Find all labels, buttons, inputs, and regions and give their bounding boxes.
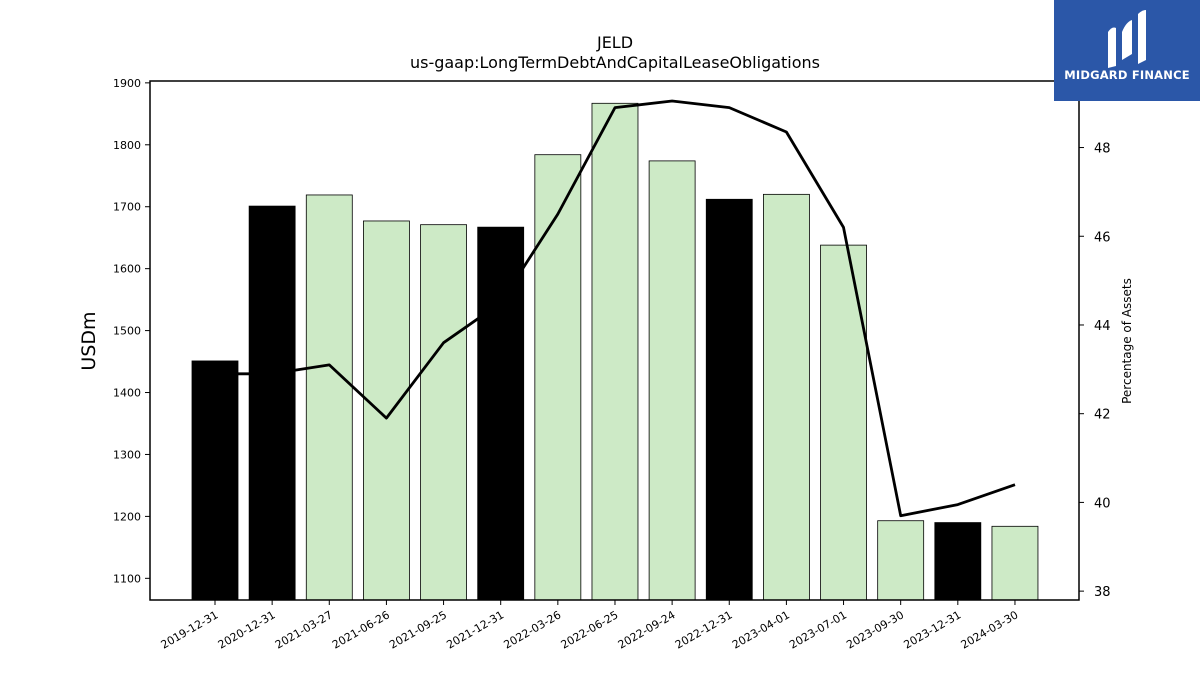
bar-2022-06-25	[591, 102, 639, 601]
y2-axis-title: Percentage of Assets	[1120, 278, 1134, 404]
y-tick-label: 1300	[113, 448, 141, 461]
x-tick-label: 2023-09-30	[844, 608, 906, 651]
y-tick-label: 1400	[113, 387, 141, 400]
x-tick-label: 2020-12-31	[216, 608, 278, 651]
bars-group	[191, 102, 1039, 601]
x-tick-label: 2024-03-30	[959, 608, 1021, 651]
x-tick-label: 2023-07-01	[787, 608, 849, 651]
x-tick-label: 2021-09-25	[387, 608, 449, 651]
x-tick-label: 2023-12-31	[901, 608, 963, 651]
x-tick-label: 2023-04-01	[730, 608, 792, 651]
right-axis-ticks: 38 40 42 44 46 48	[1079, 142, 1111, 600]
bar-2022-09-24	[648, 160, 696, 601]
x-tick-label: 2021-03-27	[273, 608, 335, 651]
x-tick-label: 2022-06-25	[559, 608, 621, 651]
logo-text: MIDGARD FINANCE	[1064, 68, 1190, 82]
y-tick-label: 1800	[113, 139, 141, 152]
y-axis-title: USDm	[78, 311, 100, 370]
y-tick-label: 1700	[113, 201, 141, 214]
chart-subtitle: us-gaap:LongTermDebtAndCapitalLeaseOblig…	[410, 53, 820, 72]
x-tick-label: 2022-03-26	[501, 608, 563, 651]
bar-2023-12-31	[934, 522, 982, 601]
bar-2021-12-31	[477, 226, 525, 601]
y2-tick-label: 48	[1094, 142, 1111, 157]
brand-logo: MIDGARD FINANCE	[1054, 0, 1200, 101]
bar-2021-03-27	[305, 194, 353, 601]
y2-tick-label: 38	[1094, 585, 1111, 600]
y-tick-label: 1100	[113, 572, 141, 585]
y2-tick-label: 40	[1094, 496, 1111, 511]
bar-2022-12-31	[705, 198, 753, 601]
x-tick-label: 2019-12-31	[159, 608, 221, 651]
logo-mark-icon	[1108, 10, 1146, 68]
percentage-line	[215, 99, 1016, 518]
bar-2019-12-31	[191, 360, 239, 601]
bar-2024-03-30	[991, 525, 1039, 601]
y-tick-label: 1200	[113, 510, 141, 523]
y2-tick-label: 46	[1094, 230, 1111, 245]
line-layer	[215, 99, 1016, 518]
x-tick-label: 2022-09-24	[616, 608, 678, 651]
y2-tick-label: 42	[1094, 408, 1111, 423]
y-tick-label: 1500	[113, 325, 141, 338]
chart-title: JELD	[596, 33, 633, 52]
bar-2021-09-25	[420, 224, 467, 601]
left-axis-ticks: 1100 1200 1300 1400 1500 1600 1700 1800 1900	[113, 77, 150, 585]
bar-2020-12-31	[248, 205, 296, 601]
bar-2023-04-01	[763, 193, 810, 601]
x-tick-label: 2021-12-31	[444, 608, 506, 651]
y-tick-label: 1600	[113, 263, 141, 276]
x-axis-ticks: 2019-12-312020-12-312021-03-272021-06-26…	[159, 600, 1021, 652]
y-tick-label: 1900	[113, 77, 141, 90]
x-tick-label: 2022-12-31	[673, 608, 735, 651]
bar-2022-03-26	[534, 154, 582, 601]
bar-2023-09-30	[877, 520, 925, 601]
y2-tick-label: 44	[1094, 319, 1111, 334]
x-tick-label: 2021-06-26	[330, 608, 392, 651]
bar-2023-07-01	[820, 244, 867, 601]
bar-2021-06-26	[363, 220, 410, 601]
